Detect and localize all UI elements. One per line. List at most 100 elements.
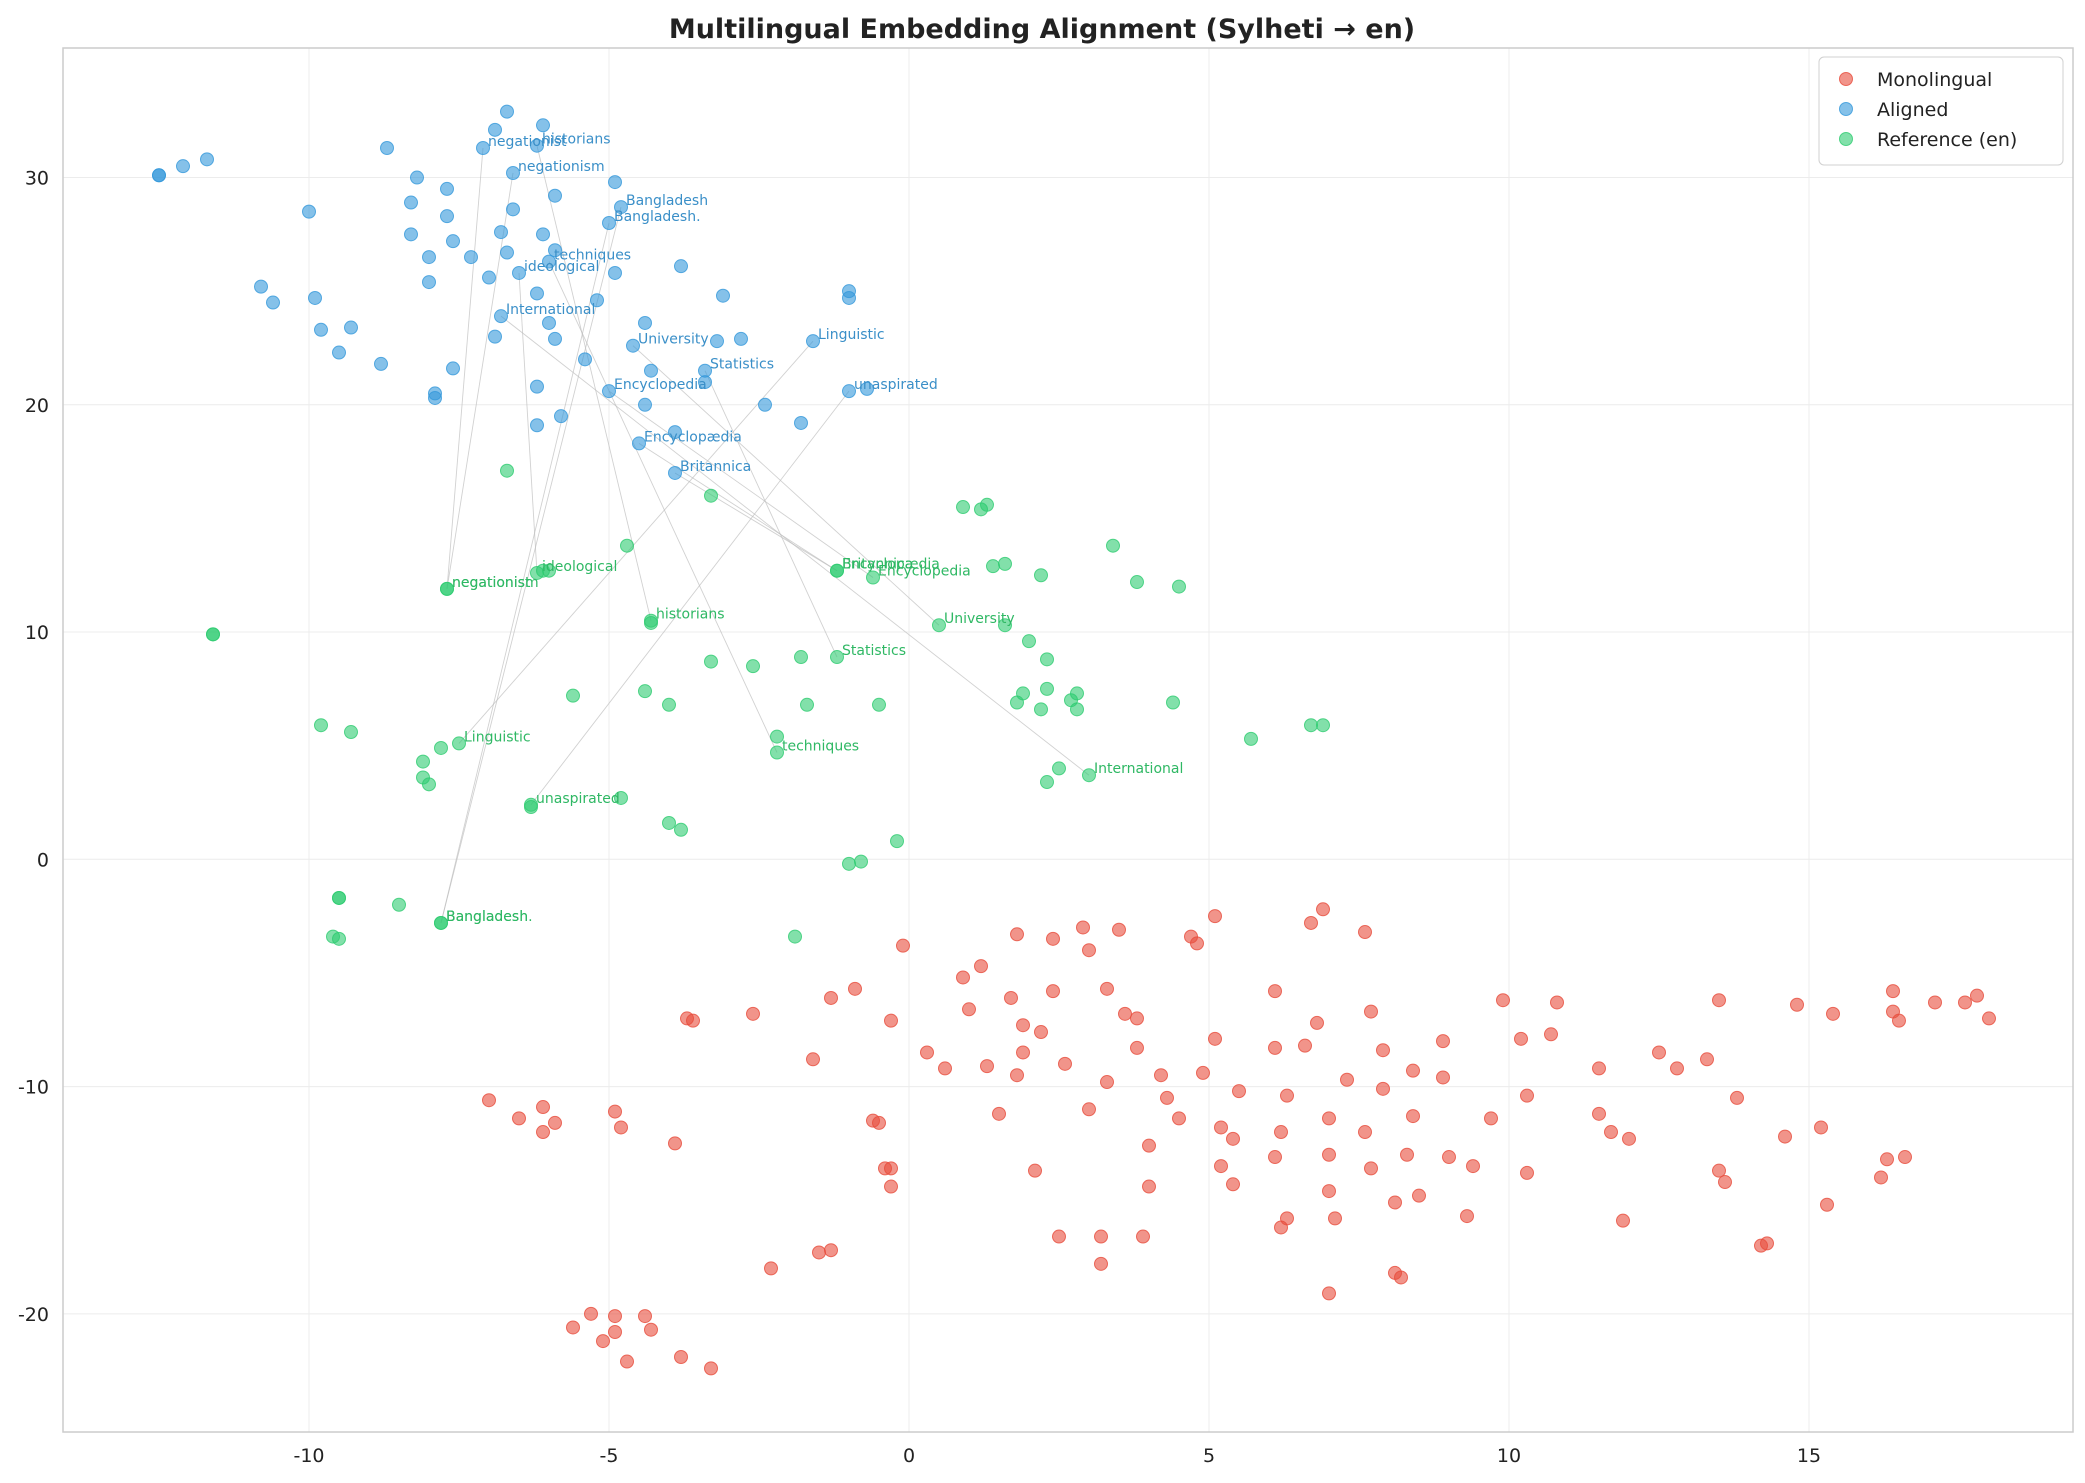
- data-point: [548, 243, 562, 258]
- data-point: [1358, 1125, 1372, 1140]
- point-label: techniques: [782, 738, 859, 754]
- point-label: Bangladesh.: [614, 209, 701, 225]
- data-point: [1718, 1175, 1732, 1190]
- data-point: [854, 854, 868, 869]
- data-point: [1358, 925, 1372, 940]
- data-point: [1016, 1045, 1030, 1060]
- data-point: [698, 375, 712, 390]
- data-point: [608, 1325, 622, 1340]
- point-labels: negationisthistoriansnegationismBanglade…: [446, 132, 1183, 925]
- data-point: [530, 418, 544, 433]
- data-point: [1592, 1061, 1606, 1076]
- data-point: [404, 195, 418, 210]
- data-point: [1052, 761, 1066, 776]
- data-point: [1100, 981, 1114, 996]
- data-point: [1094, 1256, 1108, 1271]
- data-point: [500, 245, 514, 260]
- x-tick-label: -5: [600, 1445, 619, 1467]
- data-point: [824, 990, 838, 1005]
- data-point: [422, 275, 436, 290]
- data-point: [980, 1059, 994, 1074]
- data-point: [1130, 575, 1144, 590]
- data-point: [578, 352, 592, 367]
- data-point: [620, 538, 634, 553]
- series-reference-en: [206, 463, 1330, 946]
- alignment-line: [704, 370, 838, 658]
- data-point: [662, 697, 676, 712]
- data-point: [200, 152, 214, 167]
- data-point: [530, 138, 544, 153]
- data-point: [1436, 1070, 1450, 1085]
- data-point: [506, 165, 520, 180]
- legend-box: [1818, 56, 2064, 166]
- x-tick-label: -10: [293, 1445, 324, 1467]
- data-point: [1322, 1147, 1336, 1162]
- data-point: [956, 970, 970, 985]
- data-point: [674, 1350, 688, 1365]
- data-point: [842, 384, 856, 399]
- data-point: [614, 1120, 628, 1135]
- alignment-line: [518, 272, 538, 573]
- data-point: [512, 1111, 526, 1126]
- data-point: [1880, 1152, 1894, 1167]
- alignment-line: [458, 340, 814, 744]
- x-tick-label: 15: [1797, 1445, 1821, 1467]
- data-point: [512, 265, 526, 280]
- data-point: [788, 929, 802, 944]
- alignment-line: [446, 172, 514, 589]
- point-label: Encyclopedia: [614, 377, 707, 393]
- data-point: [704, 488, 718, 503]
- data-point: [1322, 1111, 1336, 1126]
- data-point: [992, 1106, 1006, 1121]
- data-point: [1604, 1125, 1618, 1140]
- point-label: unaspirated: [536, 791, 620, 807]
- data-point: [1814, 1120, 1828, 1135]
- x-tick-label: 0: [903, 1445, 915, 1467]
- data-point: [764, 1261, 778, 1276]
- data-point: [440, 209, 454, 224]
- point-label: Britannica: [680, 459, 751, 475]
- data-point: [1712, 1163, 1726, 1178]
- data-point: [1040, 652, 1054, 667]
- data-point: [1214, 1120, 1228, 1135]
- point-label: Encyclopedia: [878, 564, 971, 580]
- data-point: [1208, 909, 1222, 924]
- data-point: [1010, 927, 1024, 942]
- data-point: [1460, 1209, 1474, 1224]
- data-point: [710, 334, 724, 349]
- data-point: [1982, 1011, 1996, 1026]
- data-point: [476, 140, 490, 155]
- data-point: [1376, 1043, 1390, 1058]
- data-point: [488, 122, 502, 137]
- point-label: Statistics: [842, 643, 906, 659]
- data-point: [1928, 995, 1942, 1010]
- data-point: [620, 1354, 634, 1369]
- data-point: [392, 897, 406, 912]
- data-point: [344, 725, 358, 740]
- data-point: [644, 613, 658, 628]
- point-label: unaspirated: [854, 377, 938, 393]
- data-point: [500, 463, 514, 478]
- point-label: Bangladesh: [446, 909, 528, 925]
- data-point: [1442, 1150, 1456, 1165]
- data-point: [1082, 768, 1096, 783]
- data-point: [1034, 702, 1048, 717]
- legend: Monolingual Aligned Reference (en): [1818, 56, 2064, 166]
- data-point: [1304, 915, 1318, 930]
- data-point: [1196, 1065, 1210, 1080]
- data-point: [1436, 1034, 1450, 1049]
- data-point: [974, 959, 988, 974]
- data-point: [314, 718, 328, 733]
- point-label: Encyclopædia: [644, 429, 742, 445]
- data-point: [1082, 943, 1096, 958]
- data-point: [548, 1115, 562, 1130]
- data-point: [872, 697, 886, 712]
- data-point: [530, 286, 544, 301]
- data-point: [548, 331, 562, 346]
- data-point: [536, 1125, 550, 1140]
- data-point: [602, 384, 616, 399]
- data-point: [920, 1045, 934, 1060]
- data-point: [446, 361, 460, 376]
- data-point: [1070, 686, 1084, 701]
